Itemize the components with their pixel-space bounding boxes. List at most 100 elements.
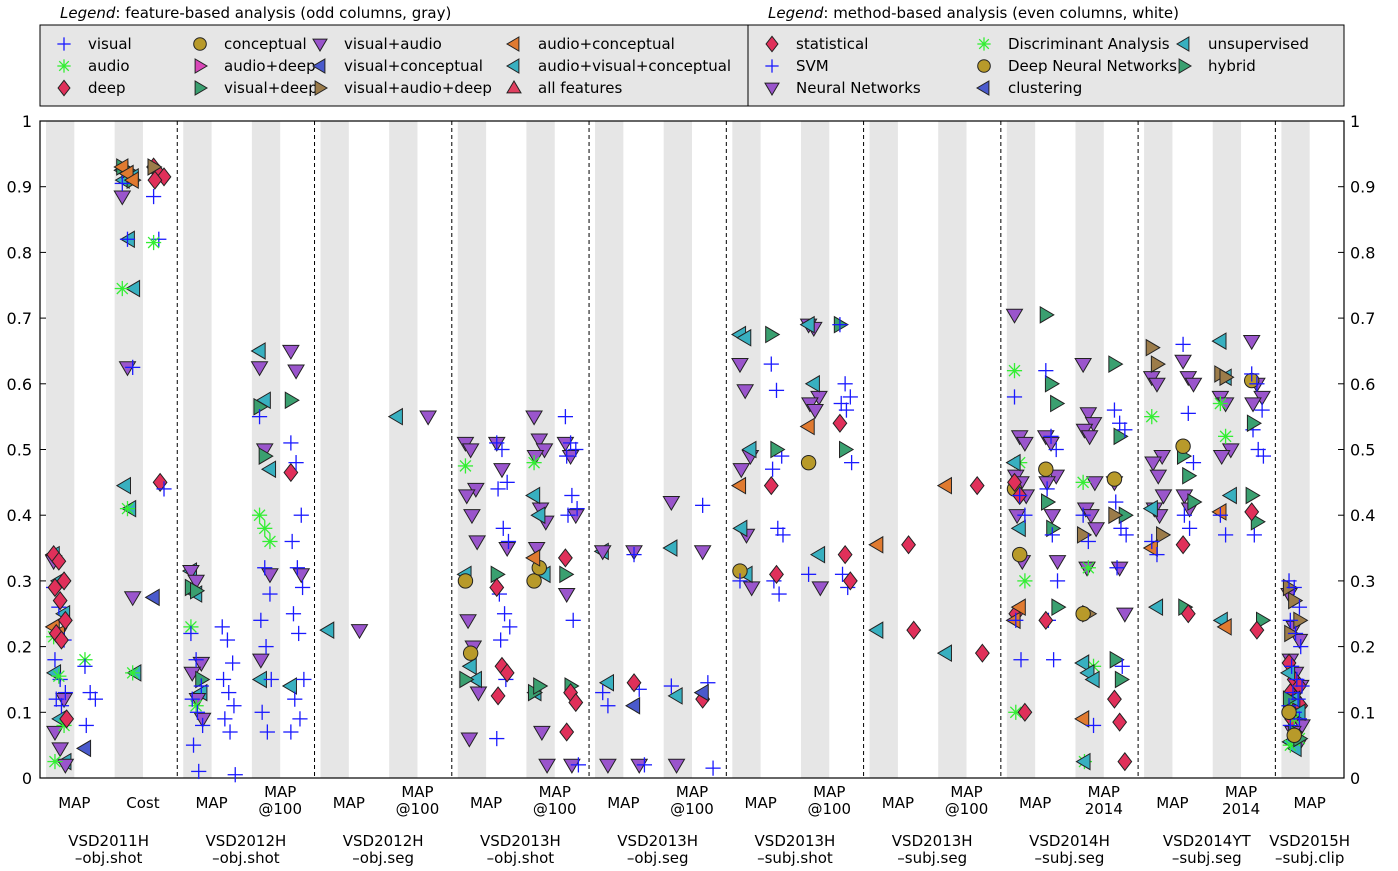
legend-marker xyxy=(194,80,208,96)
data-point xyxy=(556,436,575,452)
data-point xyxy=(226,698,242,714)
data-point xyxy=(565,612,581,628)
data-point xyxy=(188,698,204,714)
group-sublabel: –subj.seg xyxy=(897,849,967,867)
data-point xyxy=(731,357,749,374)
data-point xyxy=(736,328,752,347)
data-point xyxy=(564,487,580,504)
data-point xyxy=(57,610,73,630)
data-point xyxy=(764,461,781,477)
data-point xyxy=(146,188,162,205)
data-point xyxy=(526,573,542,589)
y-tick-label-left: 0.1 xyxy=(7,703,32,722)
data-point xyxy=(705,760,721,776)
data-point xyxy=(1041,493,1057,511)
metric-label: MAP xyxy=(195,794,227,812)
data-point xyxy=(1008,612,1024,628)
data-point xyxy=(253,612,269,628)
legend-marker xyxy=(506,36,520,52)
legend-marker xyxy=(194,58,208,74)
data-point xyxy=(730,476,747,495)
legend-entry: audio+visual+conceptual xyxy=(538,57,731,75)
data-point xyxy=(839,440,855,459)
data-point xyxy=(936,476,952,495)
data-point xyxy=(1150,355,1166,373)
data-point xyxy=(832,317,848,333)
legend-entry: visual xyxy=(88,35,132,53)
data-point xyxy=(810,545,826,564)
legend-marker xyxy=(193,37,207,51)
data-point xyxy=(1112,712,1128,732)
legend-title: Legend: feature-based analysis (odd colu… xyxy=(60,4,451,22)
data-point xyxy=(217,711,233,727)
data-point xyxy=(1038,461,1054,477)
data-point xyxy=(1080,430,1099,446)
gray-band xyxy=(595,121,624,778)
data-point xyxy=(190,581,206,600)
legends: Legend: feature-based analysis (odd colu… xyxy=(39,4,1345,107)
data-point xyxy=(732,463,751,479)
data-point xyxy=(636,757,653,773)
data-point xyxy=(460,732,479,748)
data-point xyxy=(1212,507,1228,523)
data-point xyxy=(189,704,206,720)
data-point xyxy=(1051,598,1067,617)
data-point xyxy=(799,315,815,334)
data-point xyxy=(222,724,238,740)
data-point xyxy=(834,566,851,582)
data-point xyxy=(770,440,786,459)
data-point xyxy=(1039,305,1055,324)
data-point xyxy=(1012,487,1028,504)
y-axis: 0 0 0.1 0.1 0.2 0.2 0.3 0.3 0.4 0.4 0.5 0.5 0.6 0.6 0.… xyxy=(7,112,1376,788)
data-point xyxy=(1085,476,1104,492)
data-point xyxy=(490,565,506,584)
y-tick-label-right: 0.3 xyxy=(1350,572,1375,591)
data-point xyxy=(185,737,202,753)
data-point xyxy=(1212,395,1228,412)
data-point xyxy=(319,621,335,640)
data-point xyxy=(125,359,141,375)
data-point xyxy=(1221,486,1237,505)
legend-entry: Deep Neural Networks xyxy=(1008,57,1177,75)
data-point xyxy=(489,577,505,598)
data-point xyxy=(838,402,855,418)
data-point xyxy=(47,753,63,770)
data-point xyxy=(75,739,92,758)
data-point xyxy=(1008,509,1026,525)
metric-label: MAP xyxy=(1088,783,1120,801)
data-point xyxy=(801,566,817,582)
data-point xyxy=(906,620,922,640)
data-point xyxy=(251,507,268,523)
gray-band xyxy=(1006,121,1036,778)
data-point xyxy=(693,545,712,561)
data-point xyxy=(250,361,269,377)
data-point xyxy=(695,497,711,513)
data-point xyxy=(1246,414,1262,433)
data-point xyxy=(525,486,541,505)
data-point xyxy=(1005,308,1024,324)
data-point xyxy=(1085,717,1102,734)
data-point xyxy=(260,460,277,479)
data-point xyxy=(119,231,136,247)
data-point xyxy=(494,441,510,458)
legend-entry: visual+conceptual xyxy=(344,57,483,75)
data-point xyxy=(1175,438,1191,454)
data-point xyxy=(1217,527,1234,543)
data-point xyxy=(257,520,273,536)
data-point xyxy=(281,344,300,360)
data-point xyxy=(600,698,616,714)
data-point xyxy=(284,533,300,550)
data-point xyxy=(765,325,781,344)
data-point xyxy=(1176,507,1192,523)
data-point xyxy=(1256,611,1272,630)
data-point xyxy=(493,463,511,479)
data-point xyxy=(1211,332,1227,350)
data-point xyxy=(1286,579,1302,596)
data-point xyxy=(125,665,141,681)
group-sublabel: –obj.shot xyxy=(212,849,280,867)
data-point xyxy=(1249,376,1265,392)
data-point xyxy=(461,657,477,676)
data-point xyxy=(1216,618,1232,636)
data-point xyxy=(195,670,211,689)
data-point xyxy=(625,696,641,715)
